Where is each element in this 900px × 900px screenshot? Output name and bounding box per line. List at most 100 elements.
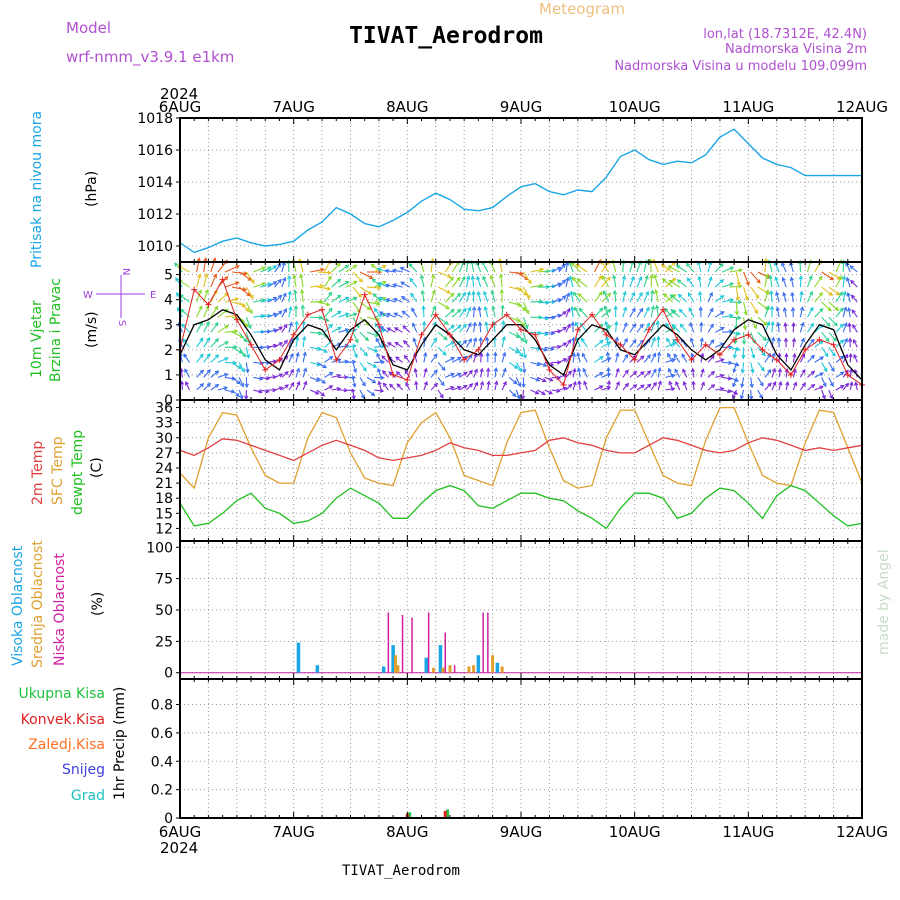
wind-arrow (203, 321, 210, 333)
wind-arrow-head (352, 312, 358, 317)
wind-arrow (769, 275, 773, 288)
wind-arrow (799, 322, 804, 333)
wind-arrow (324, 356, 333, 363)
wind-arrow (852, 324, 858, 333)
wind-arrow (408, 263, 418, 273)
wind-arrow-head (541, 391, 546, 396)
wind-arrow (515, 389, 521, 399)
wind-arrow-head (241, 353, 246, 358)
wind-arrow-head (582, 367, 587, 373)
wind-arrow (741, 362, 745, 373)
wind-arrow (565, 293, 570, 303)
wind-arrow (594, 372, 604, 378)
y-tick-label: 36 (155, 401, 173, 417)
wind-arrow (622, 307, 627, 318)
wind-arrow-head (366, 306, 372, 311)
wind-arrow-head (720, 311, 725, 316)
wind-arrow (764, 369, 772, 378)
wind-arrow (491, 290, 496, 303)
wind-arrow (210, 354, 219, 363)
wind-arrow (665, 358, 676, 363)
wind-arrow-head (261, 282, 266, 287)
wind-arrow (835, 355, 844, 363)
wind-arrow (714, 311, 724, 318)
wind-arrow (423, 368, 427, 378)
wind-arrow (828, 286, 840, 296)
wind-arrow (821, 377, 827, 387)
wind-arrow (565, 370, 572, 378)
wind-arrow (784, 323, 787, 333)
wind-arrow (400, 281, 410, 288)
wind-arrow (551, 298, 561, 303)
wind-arrow (750, 389, 752, 400)
wind-arrow (814, 356, 824, 363)
wind-arrow (835, 323, 844, 333)
wind-arrow (740, 389, 745, 399)
wind-arrow (490, 275, 496, 288)
wind-arrow-head (441, 366, 446, 371)
wind-arrow-head (569, 290, 574, 296)
wind-arrow-head (446, 289, 451, 294)
wind-arrow (245, 286, 254, 299)
wind-arrow (444, 373, 455, 378)
wind-arrow (578, 293, 588, 303)
wind-arrow (377, 368, 382, 378)
wind-arrow-head (498, 273, 504, 278)
wind-arrow-head (318, 315, 324, 320)
wind-arrow-head (640, 355, 645, 360)
wind-arrow (668, 265, 680, 273)
wind-arrow-head (753, 324, 757, 330)
wind-arrow (509, 271, 523, 275)
wind-arrow (565, 355, 572, 363)
wind-arrow-head (846, 291, 851, 297)
wind-arrow (392, 269, 403, 273)
wind-arrow-head (283, 307, 287, 313)
wind-arrow (605, 321, 610, 333)
wind-arrow (203, 305, 209, 318)
wind-arrow (451, 325, 462, 333)
wind-arrow-head (352, 344, 358, 349)
wind-arrow-head (433, 369, 438, 374)
wind-arrow-head (401, 310, 407, 315)
wind-arrow-head (371, 379, 377, 384)
wind-arrow (729, 389, 738, 395)
wind-arrow-head (466, 275, 471, 280)
compass-south: S (116, 320, 127, 326)
wind-arrow-head (203, 256, 208, 262)
wind-arrow-head (295, 351, 300, 357)
wind-arrow-head (551, 299, 557, 305)
wind-arrow (378, 297, 389, 303)
wind-arrow (622, 338, 628, 348)
wind-arrow (267, 313, 277, 318)
wind-arrow (451, 309, 461, 318)
wind-arrow-head (829, 394, 834, 400)
wind-arrow (253, 315, 265, 318)
wind-arrow-head (357, 293, 362, 298)
wind-arrow-head (364, 336, 370, 342)
wind-arrow (530, 361, 541, 366)
wind-arrow-head (403, 339, 408, 345)
wind-arrow (729, 361, 739, 366)
wind-arrow (679, 309, 688, 318)
wind-arrow-head (767, 368, 772, 374)
wind-arrow-head (562, 295, 567, 300)
wind-arrow-head (450, 324, 455, 330)
wind-arrow (459, 371, 468, 378)
wind-arrow-head (199, 383, 205, 388)
wind-arrow-head (808, 274, 813, 280)
wind-arrow-head (652, 368, 657, 373)
wind-arrow-head (352, 383, 357, 388)
wind-arrow (783, 307, 787, 318)
wind-arrow-head (565, 276, 570, 282)
wind-arrow-head (801, 368, 806, 374)
wind-arrow-head (456, 276, 461, 281)
wind-arrow-head (378, 311, 384, 316)
wind-arrow (412, 323, 418, 333)
wind-arrow (615, 353, 619, 363)
y-tick-label: 0.8 (151, 698, 173, 714)
y-tick-label: 18 (155, 491, 173, 507)
wind-arrow-head (302, 335, 307, 341)
wind-arrow (828, 377, 834, 387)
wind-arrow-head (749, 383, 754, 389)
wind-arrow (367, 286, 381, 289)
